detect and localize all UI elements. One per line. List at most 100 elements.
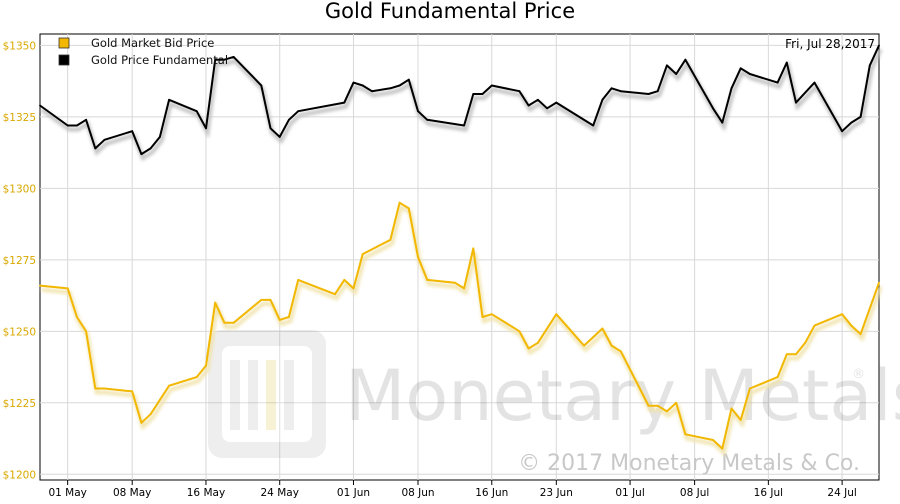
data-point — [260, 299, 263, 301]
data-point — [712, 439, 714, 441]
data-point — [140, 421, 143, 424]
data-point — [555, 101, 558, 104]
x-tick-label: 24 Jul — [827, 487, 856, 499]
series-lines — [39, 44, 883, 457]
watermark: Monetary Metals ® — [208, 330, 900, 458]
data-point — [389, 87, 392, 90]
data-point — [278, 319, 281, 321]
data-point — [103, 387, 106, 390]
copyright-text: © 2017 Monetary Metals & Co. — [518, 451, 860, 476]
data-point — [343, 279, 346, 281]
data-point — [859, 116, 862, 118]
data-point — [195, 110, 198, 113]
data-point — [776, 376, 779, 378]
series-line-market-bid — [39, 201, 880, 450]
data-point — [481, 93, 484, 95]
data-point — [269, 127, 272, 130]
series-shadow-1 — [40, 48, 883, 162]
data-point — [878, 281, 880, 284]
data-point — [813, 81, 816, 84]
data-point — [260, 84, 263, 87]
legend-label-market-bid: Gold Market Bid Price — [91, 36, 214, 50]
x-tick-label: 08 Jul — [680, 487, 709, 499]
data-point — [804, 341, 807, 344]
data-point — [749, 387, 751, 390]
series-shadow-0 — [41, 203, 883, 457]
data-point — [361, 253, 364, 256]
data-point — [454, 281, 456, 284]
chart-title: Gold Fundamental Price — [325, 0, 575, 23]
x-tick-label: 16 Jun — [475, 487, 508, 499]
data-point — [149, 147, 152, 150]
data-point — [675, 73, 678, 75]
legend-item-fundamental: Gold Price Fundamental — [58, 53, 228, 67]
gridlines — [40, 34, 879, 480]
watermark-logo-icon — [208, 330, 326, 458]
data-point — [343, 101, 346, 104]
x-tick-label: 08 May — [113, 487, 151, 499]
y-tick-label: $1275 — [3, 255, 36, 267]
data-point — [417, 110, 419, 113]
x-tick-label: 24 May — [261, 487, 299, 499]
data-point — [417, 256, 419, 258]
data-point — [407, 207, 410, 210]
data-point — [785, 61, 788, 64]
data-point — [610, 344, 613, 347]
data-point — [214, 58, 217, 61]
data-point — [619, 90, 622, 93]
data-point — [398, 84, 401, 87]
data-point — [149, 413, 152, 416]
data-point — [684, 58, 687, 61]
y-tick-label: $1350 — [3, 40, 36, 52]
data-point — [472, 247, 475, 250]
data-point — [131, 390, 134, 393]
legend-label-fundamental: Gold Price Fundamental — [91, 53, 228, 67]
data-point — [389, 238, 392, 241]
data-point — [195, 376, 198, 378]
data-point — [647, 93, 650, 95]
data-point — [776, 81, 779, 84]
data-point — [666, 410, 668, 413]
data-point — [168, 98, 171, 101]
data-point — [527, 104, 530, 107]
data-point — [795, 353, 797, 356]
data-point — [878, 44, 880, 47]
data-point — [592, 124, 595, 127]
data-point — [859, 333, 862, 336]
data-point — [592, 336, 595, 338]
data-point — [868, 64, 871, 67]
data-point — [647, 404, 650, 407]
data-point — [94, 387, 97, 390]
data-point — [232, 56, 235, 58]
data-point — [205, 364, 207, 367]
y-tick-label: $1225 — [3, 398, 36, 410]
x-tick-label: 01 Jun — [337, 487, 370, 499]
data-point — [288, 118, 290, 121]
data-point — [76, 124, 78, 127]
data-point — [232, 321, 235, 324]
data-point — [131, 130, 134, 133]
data-point — [398, 201, 401, 204]
x-tick-label: 08 Jun — [401, 487, 434, 499]
data-point — [85, 330, 87, 333]
data-point — [214, 301, 217, 304]
data-point — [721, 447, 724, 450]
data-point — [841, 313, 843, 316]
legend-item-market-bid: Gold Market Bid Price — [58, 36, 214, 50]
legend-swatch-market-bid — [58, 37, 70, 49]
data-point — [472, 93, 475, 95]
data-point — [223, 321, 226, 324]
y-tick-label: $1300 — [3, 183, 36, 195]
x-tick-label: 16 May — [187, 487, 225, 499]
data-point — [555, 313, 558, 316]
data-point — [76, 316, 78, 318]
data-point — [537, 341, 539, 344]
data-point — [463, 124, 465, 127]
x-tick-label: 01 Jul — [615, 487, 644, 499]
legend: Gold Market Bid Price Gold Price Fundame… — [58, 36, 228, 67]
data-point — [721, 121, 724, 124]
data-point — [297, 279, 300, 281]
y-tick-label: $1325 — [3, 112, 36, 124]
